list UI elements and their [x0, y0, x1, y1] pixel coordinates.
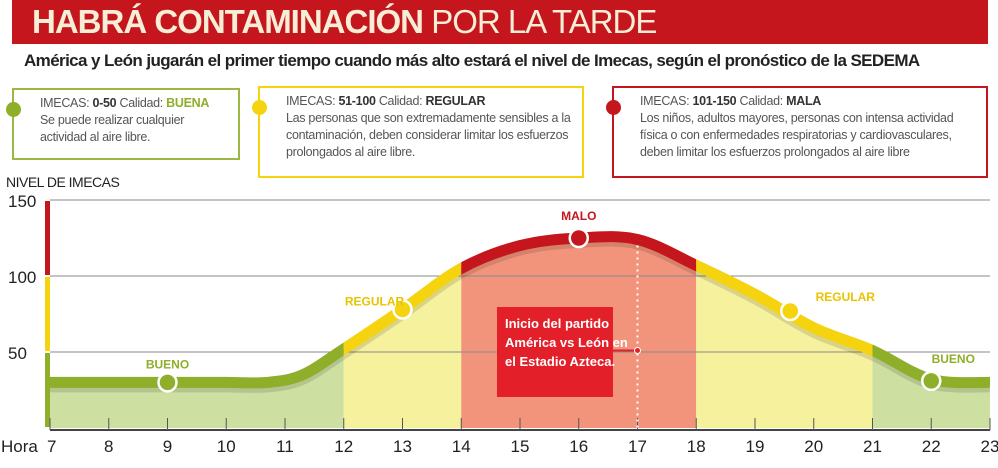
- range: 101-150: [692, 94, 737, 108]
- x-tick-label: 12: [334, 437, 353, 456]
- x-tick-label: 15: [511, 437, 530, 456]
- x-tick-label: 16: [569, 437, 588, 456]
- x-tick-label: 18: [687, 437, 706, 456]
- x-tick-label: 21: [863, 437, 882, 456]
- description: Los niños, adultos mayores, personas con…: [640, 111, 954, 159]
- annotation-text: Inicio del partido: [505, 316, 609, 331]
- x-tick-label: 20: [804, 437, 823, 456]
- x-axis-title: Hora: [1, 437, 38, 456]
- band-fill-bueno: [50, 348, 344, 428]
- curve-regular: [696, 259, 873, 357]
- x-tick-label: 22: [922, 437, 941, 456]
- annotation-box: [497, 307, 613, 397]
- description: Se puede realizar cualquier actividad al…: [40, 113, 185, 144]
- curve-malo: [461, 231, 697, 275]
- label-regular: REGULAR: [816, 290, 876, 304]
- y-scale-bar: [45, 201, 50, 275]
- quality: BUENA: [166, 96, 210, 110]
- annotation-text: América vs León en: [505, 335, 628, 350]
- title-bold: HABRÁ CONTAMINACIÓN: [32, 3, 424, 40]
- green-dot-icon: [6, 102, 21, 117]
- y-tick-label: 50: [8, 344, 27, 363]
- calidad-label: Calidad:: [739, 94, 783, 108]
- imecas-label: IMECAS:: [40, 96, 90, 110]
- legend-regular: IMECAS: 51-100 Calidad: REGULAR Las pers…: [252, 86, 584, 178]
- y-tick-label: 150: [8, 192, 36, 211]
- imecas-label: IMECAS:: [286, 94, 336, 108]
- x-tick-label: 7: [47, 437, 56, 456]
- label-bueno: BUENO: [146, 357, 189, 371]
- x-tick-label: 11: [276, 437, 294, 456]
- calidad-label: Calidad:: [378, 94, 423, 108]
- marker-bueno: [921, 370, 942, 392]
- title-bar: HABRÁ CONTAMINACIÓN POR LA TARDE: [12, 0, 988, 44]
- range: 51-100: [338, 94, 376, 108]
- x-tick-label: 10: [217, 437, 236, 456]
- subtitle: América y León jugarán el primer tiempo …: [24, 51, 920, 70]
- band-fill-regular: [343, 268, 462, 428]
- description: Las personas que son extremadamente sens…: [286, 111, 571, 159]
- y-tick-label: 100: [8, 268, 36, 287]
- legend-buena: IMECAS: 0-50 Calidad: BUENA Se puede rea…: [6, 88, 240, 160]
- x-tick-label: 9: [163, 437, 172, 456]
- annotation-point: [634, 346, 641, 354]
- label-bueno: BUENO: [932, 352, 975, 366]
- imecas-label: IMECAS:: [640, 94, 690, 108]
- x-tick-label: 8: [104, 437, 113, 456]
- quality: MALA: [786, 94, 822, 108]
- annotation-text: el Estadio Azteca.: [505, 354, 615, 369]
- band-fill-regular: [696, 265, 873, 428]
- x-tick-label: 14: [452, 437, 471, 456]
- label-regular: REGULAR: [345, 294, 405, 308]
- x-tick-label: 19: [746, 437, 765, 456]
- red-dot-icon: [606, 100, 621, 115]
- marker-regular: [780, 300, 801, 322]
- marker-bueno: [157, 372, 178, 393]
- x-tick-label: 23: [981, 437, 998, 456]
- range: 0-50: [92, 96, 117, 110]
- title-light: POR LA TARDE: [431, 3, 657, 40]
- marker-regular: [392, 299, 413, 320]
- curve-bueno: [50, 342, 344, 389]
- y-scale-bar: [45, 353, 50, 427]
- calidad-label: Calidad:: [119, 96, 164, 110]
- y-axis-title: NIVEL DE IMECAS: [6, 174, 120, 190]
- x-tick-label: 13: [393, 437, 412, 456]
- yellow-dot-icon: [252, 100, 267, 115]
- y-scale-bar: [45, 277, 50, 351]
- marker-malo: [568, 227, 589, 249]
- legend-mala: IMECAS: 101-150 Calidad: MALA Los niños,…: [606, 86, 988, 178]
- x-tick-label: 17: [628, 437, 647, 456]
- quality: REGULAR: [425, 94, 486, 108]
- label-malo: MALO: [561, 209, 596, 223]
